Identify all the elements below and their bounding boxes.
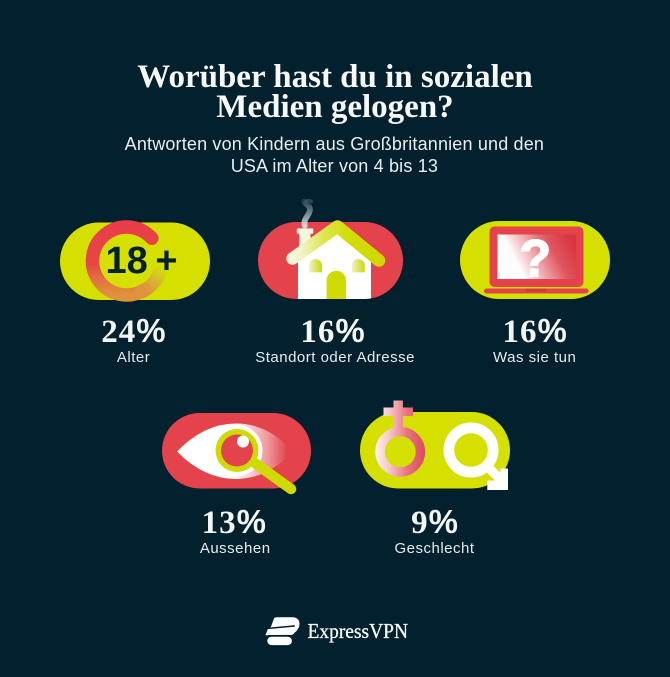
svg-text:ExpressVPN: ExpressVPN — [308, 619, 409, 643]
svg-text:?: ? — [519, 230, 551, 288]
svg-text:18 +: 18 + — [105, 240, 177, 282]
